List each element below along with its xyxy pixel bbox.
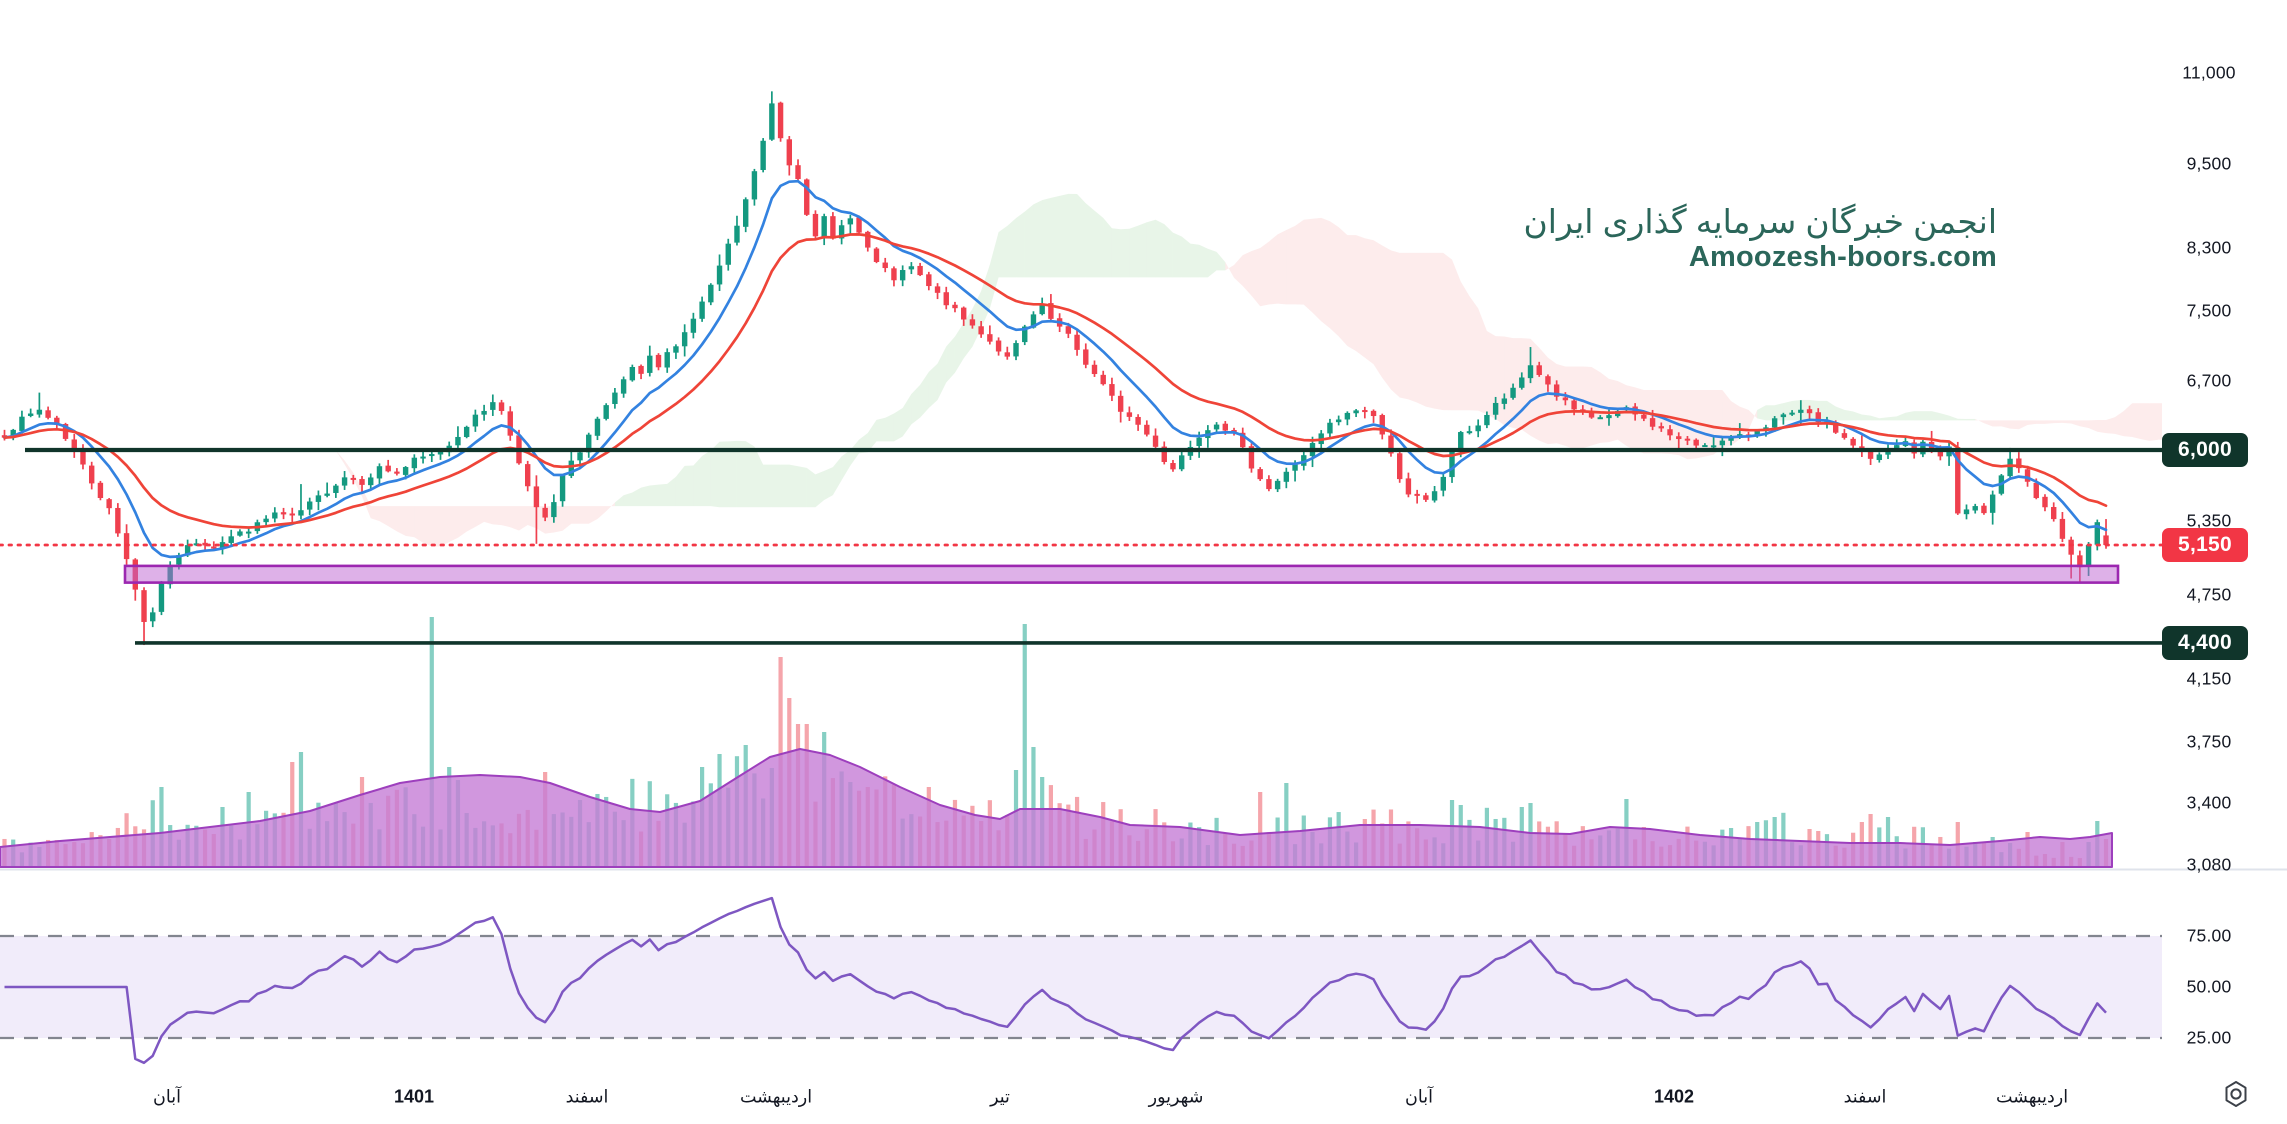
- support-zone[interactable]: [123, 564, 2120, 584]
- ichimoku-cloud: [231, 193, 2162, 547]
- axis-settings-icon[interactable]: [2219, 1077, 2253, 1111]
- ema-fast-line: [3, 179, 2108, 559]
- volume-ma-area: [0, 748, 2113, 868]
- rsi-pane: [0, 896, 2162, 1065]
- ema-slow-line: [3, 233, 2108, 529]
- resistance-price-label[interactable]: 6,000: [2162, 433, 2248, 467]
- rsi-band: [0, 936, 2162, 1038]
- last-price-label: 5,150: [2162, 528, 2248, 563]
- hexagon-gear-icon: [2225, 1081, 2247, 1107]
- support-price-label[interactable]: 4,400: [2162, 625, 2248, 660]
- candlesticks: [1, 91, 2109, 646]
- rsi-line: [4, 896, 2107, 1065]
